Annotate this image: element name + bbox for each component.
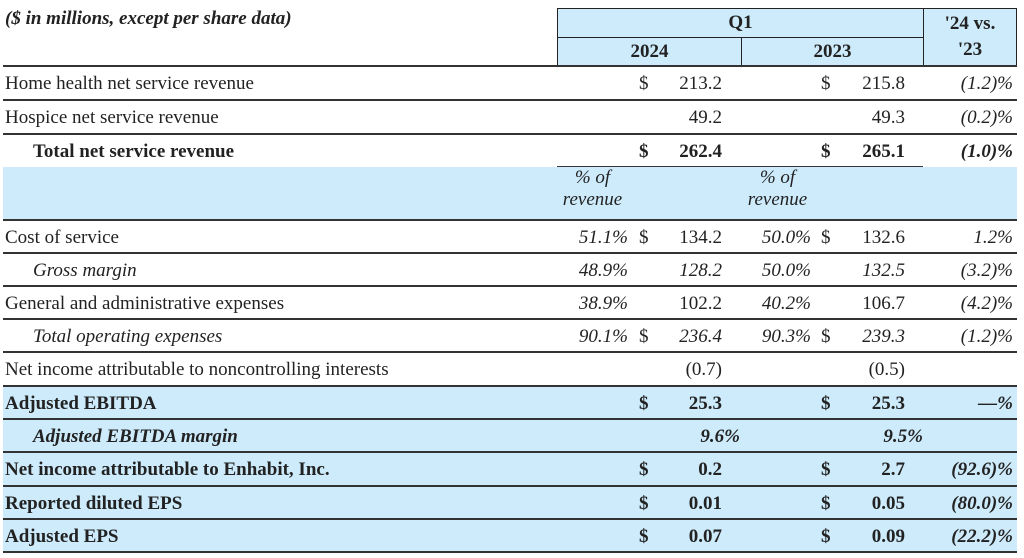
table-row: Total net service revenue $262.4 $265.1 (1.… — [3, 133, 1017, 167]
pct-2023: 40.2% — [761, 292, 811, 314]
dollar-2024: $ — [639, 392, 649, 414]
pct-2024: 90.1% — [578, 325, 628, 347]
change-pct: (80.0)% — [951, 492, 1013, 514]
row-label: Home health net service revenue — [5, 73, 254, 94]
table-row: Hospice net service revenue 49.2 49.3 (0.2)… — [3, 99, 1017, 133]
change-header: '24 vs. '23 — [923, 8, 1017, 66]
table-row: Net income attributable to noncontrollin… — [3, 351, 1017, 385]
row-label: Cost of service — [5, 226, 119, 248]
pct-2024: 51.1% — [578, 226, 628, 248]
value-2024: 236.4 — [679, 325, 722, 347]
dollar-2024: $ — [639, 141, 649, 162]
dollar-2023: $ — [821, 492, 831, 514]
value-2023: 0.05 — [871, 492, 905, 514]
table-row: Total operating expenses 90.1% $236.4 90.3%… — [3, 318, 1017, 351]
dollar-2024: $ — [639, 459, 649, 480]
period-header: Q1 — [557, 8, 924, 38]
dollar-2023: $ — [821, 325, 831, 347]
pct-2023: 50.0% — [761, 259, 811, 281]
dollar-2024: $ — [639, 525, 649, 547]
table-row: General and administrative expenses 38.9%… — [3, 285, 1017, 318]
pct-2023: 50.0% — [761, 226, 811, 248]
dollar-2024: $ — [639, 325, 649, 347]
value-2023: (0.5) — [868, 359, 905, 380]
row-label: Adjusted EBITDA margin — [33, 425, 238, 447]
pct-of-revenue-header-row: % of revenue % of revenue — [3, 167, 1017, 219]
change-header-line2: '23 — [957, 39, 983, 60]
change-pct: (92.6)% — [951, 459, 1013, 480]
value-2024: 9.6% — [700, 425, 740, 447]
change-pct: 1.2% — [973, 226, 1013, 248]
table-row: Reported diluted EPS $0.01 $0.05 (80.0)% — [3, 485, 1017, 518]
value-2023: 2.7 — [881, 459, 905, 480]
dollar-2024: $ — [639, 73, 649, 94]
value-2024: 25.3 — [688, 392, 722, 414]
change-pct: (3.2)% — [960, 259, 1013, 281]
pct-2024: 48.9% — [578, 259, 628, 281]
pct-2023: 90.3% — [761, 325, 811, 347]
row-label: Net income attributable to noncontrollin… — [5, 359, 389, 380]
dollar-2023: $ — [821, 392, 831, 414]
value-2024: 0.07 — [688, 525, 722, 547]
pct-header-2024: % of revenue — [562, 167, 623, 210]
value-2024: 0.2 — [698, 459, 722, 480]
value-2023: 215.8 — [862, 73, 905, 94]
dollar-2023: $ — [821, 459, 831, 480]
dollar-2024: $ — [639, 492, 649, 514]
row-label: Reported diluted EPS — [5, 492, 183, 514]
row-label: General and administrative expenses — [5, 292, 285, 314]
dollar-2023: $ — [821, 226, 831, 248]
value-2023: 132.6 — [862, 226, 905, 248]
change-pct: (1.0)% — [960, 141, 1013, 162]
value-2024: 102.2 — [679, 292, 722, 314]
change-pct: (4.2)% — [960, 292, 1013, 314]
table-row: Adjusted EBITDA margin 9.6% 9.5% — [3, 418, 1017, 451]
dollar-2023: $ — [821, 73, 831, 94]
value-2023: 25.3 — [871, 392, 905, 414]
change-pct: (0.2)% — [960, 107, 1013, 128]
value-2023: 106.7 — [862, 292, 905, 314]
change-header-line1: '24 vs. — [944, 13, 996, 34]
value-2023: 0.09 — [871, 525, 905, 547]
row-label: Total operating expenses — [33, 325, 223, 347]
row-label: Net income attributable to Enhabit, Inc. — [5, 459, 330, 480]
pct-header-2023: % of revenue — [747, 167, 808, 210]
row-label: Hospice net service revenue — [5, 107, 219, 128]
change-pct: (1.2)% — [960, 73, 1013, 94]
row-label: Total net service revenue — [33, 141, 235, 162]
value-2023: 132.5 — [862, 259, 905, 281]
row-label: Adjusted EBITDA — [5, 392, 157, 414]
value-2024: (0.7) — [685, 359, 722, 380]
value-2023: 9.5% — [883, 425, 923, 447]
value-2023: 265.1 — [862, 141, 905, 162]
table-row: Net income attributable to Enhabit, Inc.… — [3, 451, 1017, 485]
value-2024: 128.2 — [679, 259, 722, 281]
year-prior-header: 2023 — [741, 37, 924, 66]
value-2024: 262.4 — [679, 141, 722, 162]
table-row: Cost of service 51.1% $134.2 50.0% $132.6 1.2… — [3, 219, 1017, 252]
change-pct: (1.2)% — [960, 325, 1013, 347]
pct-2024: 38.9% — [578, 292, 628, 314]
dollar-2024: $ — [639, 226, 649, 248]
table-row: Adjusted EBITDA $25.3 $25.3 —% — [3, 385, 1017, 418]
row-label: Gross margin — [33, 259, 137, 281]
value-2024: 0.01 — [688, 492, 722, 514]
caption: ($ in millions, except per share data) — [5, 8, 292, 29]
value-2024: 213.2 — [679, 73, 722, 94]
year-current-header: 2024 — [557, 37, 742, 66]
change-pct: (22.2)% — [951, 525, 1013, 547]
value-2023: 239.3 — [862, 325, 905, 347]
value-2024: 134.2 — [679, 226, 722, 248]
row-label: Adjusted EPS — [5, 525, 119, 547]
value-2023: 49.3 — [871, 107, 905, 128]
value-2024: 49.2 — [688, 107, 722, 128]
table-row: Home health net service revenue $213.2 $21… — [3, 65, 1017, 99]
table-row: Adjusted EPS $0.07 $0.09 (22.2)% — [3, 518, 1017, 551]
change-pct: —% — [978, 392, 1013, 414]
table-row: Gross margin 48.9% 128.2 50.0% 132.5 (3.2)% — [3, 252, 1017, 285]
dollar-2023: $ — [821, 141, 831, 162]
dollar-2023: $ — [821, 525, 831, 547]
